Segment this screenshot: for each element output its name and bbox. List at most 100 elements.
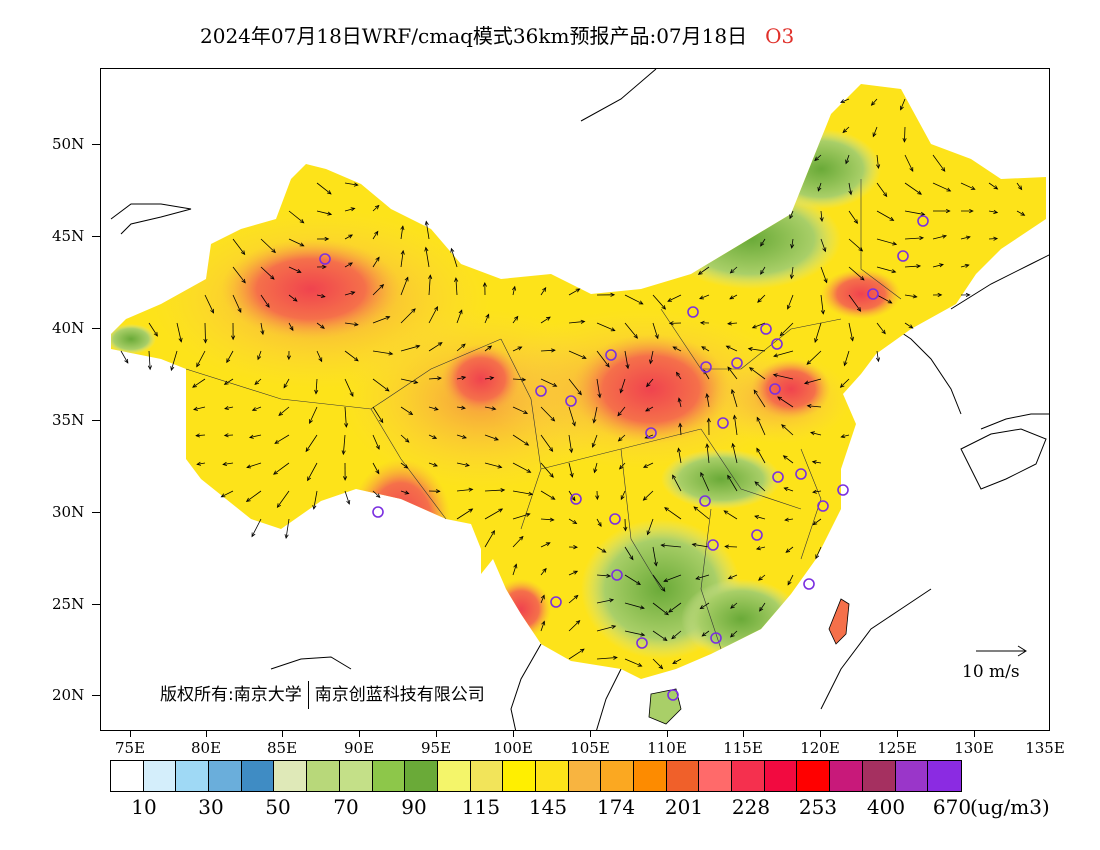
lon-tick [820, 731, 821, 737]
lon-tick [206, 731, 207, 737]
lon-label-105e: 105E [570, 739, 610, 757]
city-marker [707, 539, 719, 551]
legend-label: 228 [731, 795, 771, 819]
city-marker [611, 569, 623, 581]
legend-swatch [666, 761, 700, 791]
lon-tick [897, 731, 898, 737]
city-marker [771, 338, 783, 350]
city-marker [867, 288, 879, 300]
legend-swatch [405, 761, 438, 791]
lon-label-90e: 90E [343, 739, 375, 757]
legend-swatch [797, 761, 831, 791]
wind-reference-arrow [976, 645, 1027, 657]
legend-swatch [764, 761, 798, 791]
legend-swatch [274, 761, 308, 791]
lon-label-85e: 85E [266, 739, 298, 757]
city-marker [372, 506, 384, 518]
legend-swatch [601, 761, 634, 791]
lon-tick [359, 731, 360, 737]
copyright-notice: 版权所有:南京大学 南京创蓝科技有限公司 [160, 680, 485, 709]
lon-tick [130, 731, 131, 737]
copyright-divider [307, 681, 309, 709]
lon-label-80e: 80E [190, 739, 222, 757]
legend-swatch [437, 761, 471, 791]
city-marker [710, 632, 722, 644]
lat-tick [92, 695, 100, 696]
lat-label-35n: 35N [52, 411, 85, 429]
lon-label-125e: 125E [877, 739, 917, 757]
legend-label: 670 [932, 795, 972, 819]
title-text: 2024年07月18日WRF/cmaq模式36km预报产品:07月18日 [200, 24, 748, 48]
lon-label-115e: 115E [723, 739, 763, 757]
legend-swatch [339, 761, 373, 791]
city-marker [570, 493, 582, 505]
city-marker [817, 500, 829, 512]
city-marker [751, 529, 763, 541]
lat-tick [92, 328, 100, 329]
lat-tick [92, 512, 100, 513]
legend-label: 10 [131, 795, 157, 819]
lon-tick [590, 731, 591, 737]
lon-label-130e: 130E [954, 739, 994, 757]
lat-label-50n: 50N [52, 135, 85, 153]
legend-swatch [862, 761, 896, 791]
lat-label-25n: 25N [52, 595, 85, 613]
city-marker [803, 578, 815, 590]
legend-unit: (ug/m3) [970, 795, 1050, 819]
lon-tick [282, 731, 283, 737]
legend-swatch [209, 761, 242, 791]
legend-label: 145 [528, 795, 568, 819]
legend-swatch [470, 761, 504, 791]
legend-label: 90 [401, 795, 427, 819]
legend-label: 50 [265, 795, 291, 819]
pollutant-label: O3 [765, 24, 795, 48]
lon-label-95e: 95E [420, 739, 452, 757]
legend-swatch [928, 761, 961, 791]
province-boundaries [185, 179, 902, 650]
legend-label: 174 [596, 795, 636, 819]
legend-label: 70 [333, 795, 359, 819]
legend-swatch [634, 761, 667, 791]
lon-label-120e: 120E [800, 739, 840, 757]
lon-tick [743, 731, 744, 737]
city-marker [837, 484, 849, 496]
legend-label: 115 [461, 795, 501, 819]
city-marker [687, 306, 699, 318]
lon-tick [974, 731, 975, 737]
city-marker [717, 417, 729, 429]
legend-swatch [307, 761, 340, 791]
lon-tick [513, 731, 514, 737]
legend-swatch [143, 761, 177, 791]
city-marker [772, 471, 784, 483]
city-markers [319, 215, 929, 701]
legend-label: 201 [664, 795, 704, 819]
taiwan [828, 598, 850, 645]
legend-swatch [535, 761, 569, 791]
legend-swatch [732, 761, 765, 791]
lon-label-75e: 75E [114, 739, 146, 757]
wind-vectors [120, 98, 1026, 670]
lon-label-100e: 100E [493, 739, 533, 757]
legend-label: 400 [866, 795, 906, 819]
city-marker [535, 385, 547, 397]
city-marker [700, 361, 712, 373]
city-marker [699, 495, 711, 507]
city-marker [667, 689, 679, 701]
map-title: 2024年07月18日WRF/cmaq模式36km预报产品:07月18日 O3 [200, 20, 794, 49]
city-marker [319, 253, 331, 265]
lat-tick [92, 420, 100, 421]
legend-swatch [372, 761, 406, 791]
lon-tick [667, 731, 668, 737]
lon-label-110e: 110E [647, 739, 687, 757]
legend-swatch [503, 761, 536, 791]
city-marker [565, 395, 577, 407]
legend-label: 253 [798, 795, 838, 819]
city-marker [645, 427, 657, 439]
city-marker [605, 349, 617, 361]
city-marker [636, 637, 648, 649]
legend-swatch [699, 761, 733, 791]
legend-swatch [111, 761, 144, 791]
lat-label-40n: 40N [52, 319, 85, 337]
legend-swatch [895, 761, 929, 791]
legend-swatch [568, 761, 602, 791]
